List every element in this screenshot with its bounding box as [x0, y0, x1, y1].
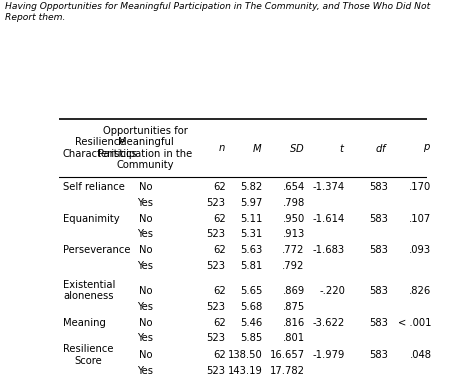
Text: .950: .950 [283, 214, 305, 224]
Text: -3.622: -3.622 [313, 318, 345, 328]
Text: $df$: $df$ [375, 142, 388, 154]
Text: 523: 523 [207, 302, 226, 312]
Text: No: No [139, 182, 152, 192]
Text: 5.82: 5.82 [240, 182, 263, 192]
Text: 17.782: 17.782 [270, 366, 305, 376]
Text: 583: 583 [370, 350, 388, 360]
Text: .913: .913 [283, 229, 305, 239]
Text: .107: .107 [409, 214, 431, 224]
Text: $SD$: $SD$ [289, 142, 305, 154]
Text: 523: 523 [207, 261, 226, 271]
Text: 583: 583 [370, 182, 388, 192]
Text: .772: .772 [282, 245, 305, 255]
Text: .170: .170 [409, 182, 431, 192]
Text: Yes: Yes [137, 302, 154, 312]
Text: 5.68: 5.68 [240, 302, 263, 312]
Text: .801: .801 [283, 334, 305, 344]
Text: 62: 62 [213, 245, 226, 255]
Text: $n$: $n$ [218, 143, 226, 153]
Text: -1.614: -1.614 [313, 214, 345, 224]
Text: 523: 523 [207, 366, 226, 376]
Text: .826: .826 [409, 285, 431, 296]
Text: 523: 523 [207, 229, 226, 239]
Text: Opportunities for
Meaningful
Participation in the
Community: Opportunities for Meaningful Participati… [99, 126, 193, 170]
Text: .816: .816 [283, 318, 305, 328]
Text: 5.11: 5.11 [240, 214, 263, 224]
Text: $p$: $p$ [423, 142, 431, 154]
Text: 62: 62 [213, 285, 226, 296]
Text: Yes: Yes [137, 366, 154, 376]
Text: -1.374: -1.374 [313, 182, 345, 192]
Text: .654: .654 [283, 182, 305, 192]
Text: < .001: < .001 [398, 318, 431, 328]
Text: .798: .798 [283, 198, 305, 208]
Text: 138.50: 138.50 [228, 350, 263, 360]
Text: 143.19: 143.19 [228, 366, 263, 376]
Text: 5.65: 5.65 [240, 285, 263, 296]
Text: Resilience
Score: Resilience Score [63, 344, 113, 366]
Text: Yes: Yes [137, 334, 154, 344]
Text: .093: .093 [409, 245, 431, 255]
Text: 5.97: 5.97 [240, 198, 263, 208]
Text: Report them.: Report them. [5, 13, 65, 22]
Text: 5.46: 5.46 [240, 318, 263, 328]
Text: Yes: Yes [137, 229, 154, 239]
Text: No: No [139, 214, 152, 224]
Text: 16.657: 16.657 [270, 350, 305, 360]
Text: No: No [139, 350, 152, 360]
Text: 5.31: 5.31 [240, 229, 263, 239]
Text: Existential
aloneness: Existential aloneness [63, 280, 115, 301]
Text: 5.63: 5.63 [240, 245, 263, 255]
Text: Resilience
Characteristics: Resilience Characteristics [63, 137, 138, 159]
Text: Self reliance: Self reliance [63, 182, 125, 192]
Text: No: No [139, 318, 152, 328]
Text: Yes: Yes [137, 198, 154, 208]
Text: 583: 583 [370, 285, 388, 296]
Text: $M$: $M$ [252, 142, 263, 154]
Text: 523: 523 [207, 334, 226, 344]
Text: Equanimity: Equanimity [63, 214, 119, 224]
Text: 62: 62 [213, 214, 226, 224]
Text: No: No [139, 285, 152, 296]
Text: 62: 62 [213, 350, 226, 360]
Text: -1.683: -1.683 [313, 245, 345, 255]
Text: .869: .869 [283, 285, 305, 296]
Text: 62: 62 [213, 318, 226, 328]
Text: $t$: $t$ [339, 142, 345, 154]
Text: 583: 583 [370, 318, 388, 328]
Text: 5.85: 5.85 [240, 334, 263, 344]
Text: -.220: -.220 [319, 285, 345, 296]
Text: Meaning: Meaning [63, 318, 106, 328]
Text: 523: 523 [207, 198, 226, 208]
Text: .792: .792 [282, 261, 305, 271]
Text: Yes: Yes [137, 261, 154, 271]
Text: 5.81: 5.81 [240, 261, 263, 271]
Text: Having Opportunities for Meaningful Participation in The Community, and Those Wh: Having Opportunities for Meaningful Part… [5, 2, 430, 11]
Text: Perseverance: Perseverance [63, 245, 130, 255]
Text: 62: 62 [213, 182, 226, 192]
Text: 583: 583 [370, 214, 388, 224]
Text: .048: .048 [410, 350, 431, 360]
Text: 583: 583 [370, 245, 388, 255]
Text: -1.979: -1.979 [313, 350, 345, 360]
Text: .875: .875 [283, 302, 305, 312]
Text: No: No [139, 245, 152, 255]
